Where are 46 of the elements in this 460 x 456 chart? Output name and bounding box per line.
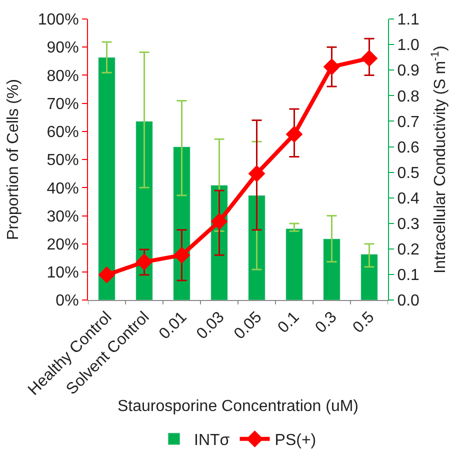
y2-tick-label: 0.5 — [397, 164, 420, 182]
y-tick-label: 10% — [46, 264, 79, 282]
y-tick-label: 100% — [38, 12, 79, 29]
y-axis-title: Proportion of Cells (%) — [4, 79, 22, 240]
y-tick-label: 70% — [46, 96, 79, 113]
legend-label: PS(+) — [274, 432, 316, 450]
legend-label: INTσ — [194, 432, 230, 450]
y-tick-label: 90% — [46, 40, 79, 57]
y2-tick-label: 0.4 — [397, 190, 420, 208]
y2-tick-label: 0.9 — [397, 62, 420, 80]
y2-tick-label: 0.0 — [397, 292, 420, 310]
point — [360, 50, 378, 67]
x-tick-label: 0.3 — [312, 308, 340, 337]
point — [248, 165, 266, 182]
y-tick-label: 30% — [46, 208, 79, 226]
bar — [360, 254, 378, 300]
point — [210, 212, 228, 230]
y2-tick-label: 0.6 — [397, 139, 420, 156]
x-tick-label: 0.01 — [156, 308, 190, 343]
x-tick-label: 0.03 — [194, 308, 228, 343]
y2-tick-label: 0.2 — [397, 242, 420, 259]
y2-tick-label: 1.1 — [397, 12, 420, 29]
point — [98, 266, 116, 284]
point — [136, 253, 153, 270]
y2-tick-label: 1.0 — [397, 37, 420, 54]
x-tick-label: 0.05 — [231, 308, 266, 343]
bar — [98, 57, 116, 300]
point — [173, 246, 190, 264]
y-tick-label: 0% — [56, 292, 79, 310]
y2-tick-label: 0.8 — [397, 88, 420, 106]
x-tick-label: 0.5 — [350, 308, 378, 337]
x-axis-title: Staurosporine Concentration (uM) — [117, 398, 359, 416]
y2-tick-label: 0.1 — [397, 267, 420, 284]
y-tick-label: 40% — [46, 180, 79, 198]
point — [323, 58, 340, 76]
y-tick-label: 60% — [46, 124, 79, 142]
y2-tick-label: 0.3 — [397, 216, 420, 234]
bar — [286, 228, 303, 300]
y2-tick-label: 0.7 — [397, 114, 420, 131]
x-tick-label: 0.1 — [274, 308, 303, 337]
y-tick-label: 80% — [46, 68, 79, 85]
bar — [248, 195, 266, 300]
y-tick-label: 20% — [46, 236, 79, 254]
point — [286, 126, 303, 143]
bar — [323, 238, 340, 300]
y-tick-label: 50% — [46, 152, 79, 170]
